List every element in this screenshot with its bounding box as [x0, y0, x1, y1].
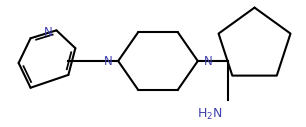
Text: N: N: [203, 54, 212, 68]
Text: H$_2$N: H$_2$N: [197, 107, 222, 122]
Text: N: N: [104, 54, 113, 68]
Text: N: N: [44, 26, 53, 39]
